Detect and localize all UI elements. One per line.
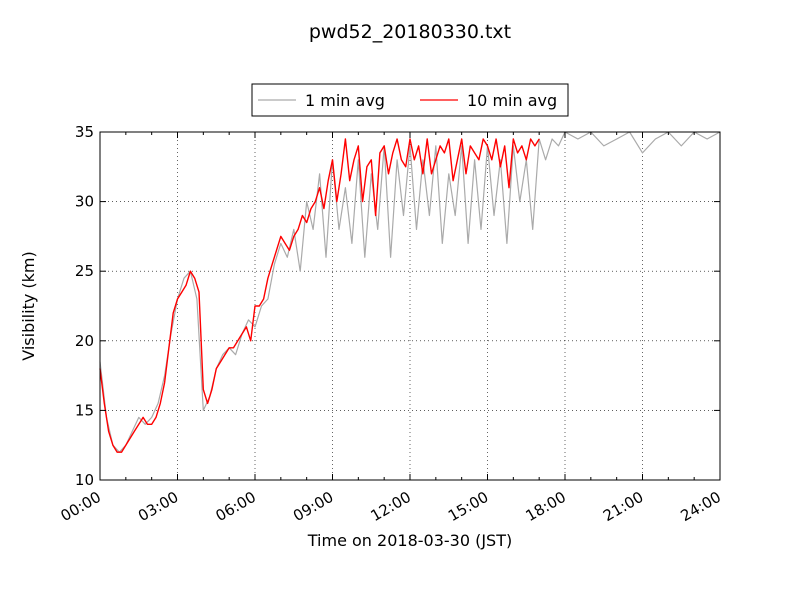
- grid: [99, 131, 721, 481]
- y-tick-label-3: 25: [75, 262, 94, 280]
- series-10min-line: [99, 138, 540, 453]
- x-tick-label-1: 03:00: [135, 488, 181, 525]
- y-tick-label-0: 10: [75, 471, 94, 489]
- y-tick-label-2: 20: [75, 332, 94, 350]
- x-tick-label-7: 21:00: [600, 488, 646, 525]
- y-axis: 10 15 20 25 30 35: [75, 123, 720, 489]
- x-tick-label-5: 15:00: [445, 488, 491, 525]
- y-axis-title: Visibility (km): [19, 251, 38, 360]
- x-tick-label-6: 18:00: [523, 488, 569, 525]
- x-tick-label-4: 12:00: [368, 488, 414, 525]
- x-tick-label-2: 06:00: [213, 488, 259, 525]
- x-tick-label-0: 00:00: [58, 488, 104, 525]
- x-axis: 00:00 03:00 06:00 09:00 12:00 15:00 18:00 21:00…: [58, 132, 724, 525]
- legend: 1 min avg 10 min avg: [251, 83, 569, 117]
- legend-label-10min: 10 min avg: [467, 91, 557, 110]
- y-tick-label-5: 35: [75, 123, 94, 141]
- y-tick-label-4: 30: [75, 193, 94, 211]
- x-tick-label-8: 24:00: [678, 488, 724, 525]
- series-line-1: [99, 138, 540, 453]
- legend-label-1min: 1 min avg: [305, 91, 385, 110]
- x-tick-label-3: 09:00: [290, 488, 336, 525]
- chart-title: pwd52_20180330.txt: [309, 21, 511, 43]
- y-tick-label-1: 15: [75, 401, 94, 419]
- legend-box: [251, 83, 569, 117]
- x-axis-title: Time on 2018-03-30 (JST): [307, 531, 512, 550]
